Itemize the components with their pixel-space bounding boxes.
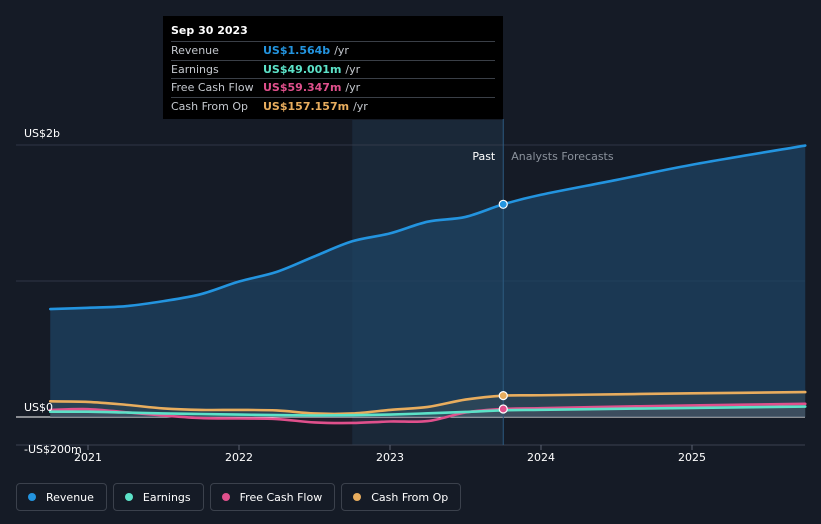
- tooltip-unit: /yr: [353, 99, 368, 113]
- legend-label: Earnings: [142, 490, 191, 504]
- legend-dot-icon: [124, 493, 133, 501]
- legend-label: Cash From Op: [371, 490, 449, 504]
- legend-dot-icon: [28, 493, 36, 501]
- x-tick-label: 2022: [225, 451, 253, 464]
- tooltip-label: Cash From Op: [171, 99, 249, 113]
- tooltip-row-free-cash-flow: Free Cash Flow US$59.347m /yr: [171, 78, 495, 97]
- legend-label: Free Cash Flow: [239, 490, 323, 504]
- legend-dot-icon: [353, 493, 362, 501]
- tooltip-unit: /yr: [345, 62, 361, 76]
- revenue-area: [50, 145, 806, 417]
- past-region-label: Past: [472, 150, 496, 163]
- tooltip-value: US$1.564b: [263, 44, 331, 57]
- x-tick-label: 2023: [376, 451, 404, 464]
- series-line-earnings: [48, 405, 807, 417]
- series-line-revenue: [48, 144, 807, 311]
- x-tick-label: 2021: [74, 451, 102, 464]
- legend-label: Revenue: [46, 490, 94, 504]
- legend: Revenue Earnings Free Cash Flow Cash Fro…: [16, 483, 462, 511]
- tooltip-row-revenue: Revenue US$1.564b /yr: [171, 41, 495, 60]
- legend-item-cash-from-op[interactable]: Cash From Op: [341, 483, 462, 511]
- legend-item-revenue[interactable]: Revenue: [16, 483, 107, 511]
- y-tick-label: US$2b: [24, 127, 60, 140]
- tooltip-value: US$49.001m: [263, 62, 342, 76]
- tooltip-row-earnings: Earnings US$49.001m /yr: [171, 59, 495, 79]
- series-marker: [498, 391, 508, 401]
- tooltip-unit: /yr: [334, 44, 349, 57]
- tooltip: Sep 30 2023 Revenue US$1.564b /yr Earnin…: [163, 16, 503, 119]
- series-line-free-cash-flow: [48, 402, 807, 425]
- series-line-cash-from-op: [48, 390, 807, 416]
- tooltip-label: Free Cash Flow: [171, 81, 254, 94]
- series-marker: [498, 199, 508, 209]
- tooltip-label: Earnings: [171, 62, 219, 76]
- legend-dot-icon: [221, 493, 230, 501]
- legend-item-earnings[interactable]: Earnings: [112, 483, 204, 511]
- tooltip-date: Sep 30 2023: [171, 24, 248, 37]
- tooltip-unit: /yr: [345, 81, 361, 94]
- forecast-region-label: Analysts Forecasts: [511, 150, 614, 163]
- tooltip-value: US$157.157m: [263, 99, 350, 113]
- x-tick-label: 2025: [678, 451, 706, 464]
- tooltip-value: US$59.347m: [263, 81, 342, 94]
- tooltip-label: Revenue: [171, 44, 219, 57]
- tooltip-row-cash-from-op: Cash From Op US$157.157m /yr: [171, 96, 495, 116]
- x-tick-label: 2024: [527, 451, 555, 464]
- y-tick-label: US$0: [24, 401, 53, 414]
- legend-item-free-cash-flow[interactable]: Free Cash Flow: [209, 483, 336, 511]
- y-tick-label: -US$200m: [24, 443, 82, 456]
- series-marker: [498, 404, 508, 414]
